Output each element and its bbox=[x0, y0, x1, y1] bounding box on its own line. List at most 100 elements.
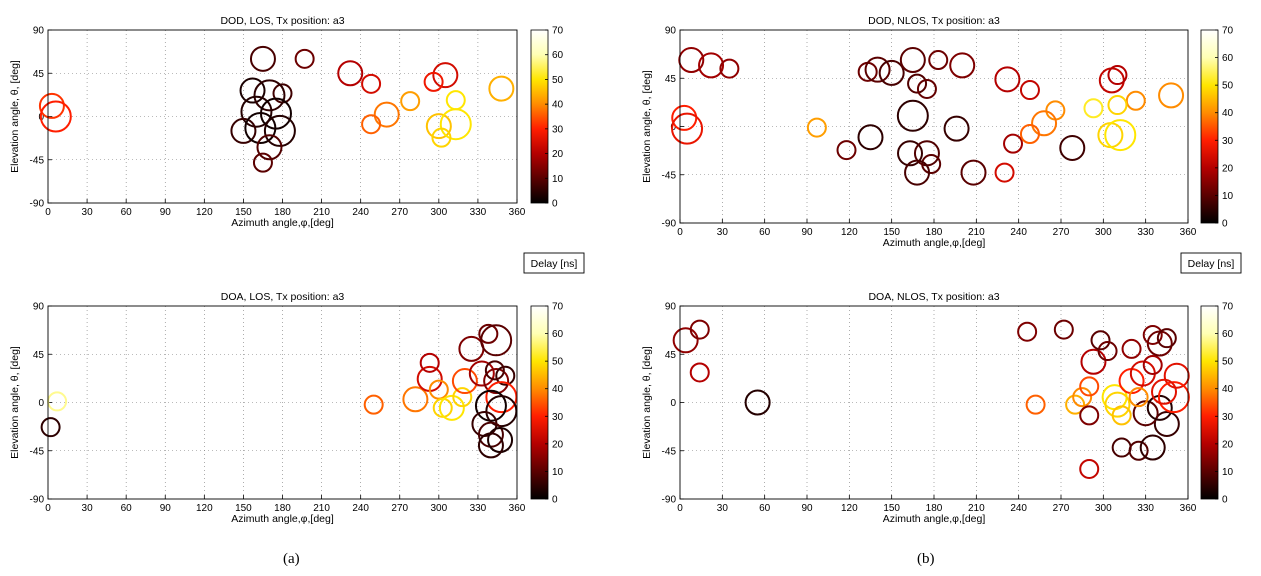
data-point bbox=[1104, 391, 1131, 418]
colorbar-tick-label: 10 bbox=[1222, 191, 1234, 202]
colorbar-tick-label: 50 bbox=[552, 357, 564, 368]
colorbar-tick-label: 50 bbox=[1222, 357, 1234, 368]
colorbar-tick-label: 0 bbox=[1222, 219, 1228, 230]
data-point bbox=[230, 117, 257, 144]
data-point bbox=[1163, 362, 1190, 389]
x-tick-label: 30 bbox=[82, 503, 94, 514]
subcaption-a: (a) bbox=[283, 551, 300, 567]
data-point bbox=[40, 417, 61, 438]
x-tick-label: 90 bbox=[160, 503, 172, 514]
colorbar-tick-label: 40 bbox=[552, 384, 564, 395]
delay-label-box bbox=[523, 252, 585, 274]
y-tick-label: 90 bbox=[665, 26, 677, 37]
data-point bbox=[428, 379, 449, 400]
data-point bbox=[438, 394, 465, 421]
x-tick-label: 300 bbox=[1095, 227, 1112, 238]
data-point bbox=[672, 327, 699, 354]
colorbar-tick-label: 70 bbox=[1222, 26, 1234, 37]
x-tick-label: 120 bbox=[196, 207, 213, 218]
colorbar-tick-label: 40 bbox=[552, 100, 564, 111]
data-point bbox=[39, 100, 72, 133]
data-point bbox=[425, 113, 452, 140]
data-point bbox=[1065, 394, 1086, 415]
data-point bbox=[1017, 321, 1038, 342]
y-axis-label: Elevation angle, θ, [deg] bbox=[641, 70, 653, 183]
data-point bbox=[337, 60, 364, 87]
x-tick-label: 90 bbox=[801, 503, 813, 514]
colorbar bbox=[530, 29, 549, 204]
y-tick-label: -90 bbox=[662, 219, 677, 230]
data-point bbox=[263, 114, 296, 147]
data-point bbox=[1104, 119, 1137, 152]
chart-panel-4: 0 30 60 90 120 150 180 210 240 270 300 330 36090450-… bbox=[641, 291, 1234, 525]
y-tick-label: 0 bbox=[38, 398, 44, 409]
data-point bbox=[483, 368, 510, 395]
y-tick-label: 0 bbox=[670, 398, 676, 409]
data-point bbox=[373, 101, 400, 128]
x-tick-label: 120 bbox=[196, 503, 213, 514]
data-point bbox=[1079, 376, 1100, 397]
x-tick-label: 240 bbox=[1010, 227, 1027, 238]
data-point bbox=[864, 56, 891, 83]
data-point bbox=[484, 360, 505, 381]
data-point bbox=[1003, 133, 1024, 154]
y-tick-label: 90 bbox=[33, 302, 45, 313]
colorbar-tick-label: 20 bbox=[1222, 439, 1234, 450]
x-tick-label: 240 bbox=[352, 207, 369, 218]
x-tick-label: 90 bbox=[801, 227, 813, 238]
data-point bbox=[806, 117, 827, 138]
data-point bbox=[916, 78, 937, 99]
colorbar-tick-label: 60 bbox=[1222, 53, 1234, 64]
x-tick-label: 60 bbox=[759, 227, 771, 238]
x-tick-label: 150 bbox=[883, 227, 900, 238]
data-point bbox=[1019, 80, 1040, 101]
data-point bbox=[1031, 110, 1058, 137]
colorbar-tick-label: 60 bbox=[552, 50, 564, 61]
colorbar bbox=[530, 305, 549, 500]
data-point bbox=[1107, 95, 1128, 116]
data-point bbox=[719, 58, 740, 79]
plot-frame bbox=[47, 305, 518, 500]
data-point bbox=[294, 48, 315, 69]
x-tick-label: 30 bbox=[717, 227, 729, 238]
chart-title: DOD, LOS, Tx position: a3 bbox=[220, 15, 344, 27]
x-tick-label: 360 bbox=[509, 207, 526, 218]
colorbar-tick-label: 10 bbox=[552, 174, 564, 185]
data-point bbox=[1128, 387, 1149, 408]
data-point bbox=[477, 432, 504, 459]
plot-frame bbox=[47, 29, 518, 204]
data-point bbox=[431, 127, 452, 148]
y-tick-label: -45 bbox=[30, 446, 45, 457]
data-point bbox=[1079, 405, 1100, 426]
data-point bbox=[432, 62, 459, 89]
y-axis-label: Elevation angle, θ, [deg] bbox=[9, 346, 21, 459]
data-point bbox=[1079, 458, 1100, 479]
x-tick-label: 180 bbox=[274, 503, 291, 514]
data-point bbox=[485, 395, 518, 428]
colorbar-tick-label: 0 bbox=[552, 495, 558, 506]
data-point bbox=[1158, 82, 1185, 109]
data-point bbox=[1151, 378, 1178, 405]
y-tick-label: 45 bbox=[665, 350, 677, 361]
x-tick-label: 240 bbox=[1010, 503, 1027, 514]
data-point bbox=[363, 394, 384, 415]
data-point bbox=[1142, 324, 1163, 345]
data-point bbox=[240, 95, 273, 128]
x-tick-label: 360 bbox=[1180, 227, 1197, 238]
colorbar bbox=[1200, 29, 1219, 224]
data-point bbox=[836, 140, 857, 161]
data-point bbox=[744, 389, 771, 416]
data-point bbox=[921, 154, 942, 175]
chart-title: DOD, NLOS, Tx position: a3 bbox=[868, 15, 1000, 27]
x-tick-label: 240 bbox=[352, 503, 369, 514]
x-tick-label: 0 bbox=[45, 503, 51, 514]
data-point bbox=[994, 66, 1021, 93]
x-tick-label: 300 bbox=[1095, 503, 1112, 514]
data-point bbox=[1097, 341, 1118, 362]
data-point bbox=[928, 50, 949, 71]
y-axis-label: Elevation angle, θ, [deg] bbox=[641, 346, 653, 459]
data-point bbox=[857, 124, 884, 151]
x-tick-label: 60 bbox=[759, 503, 771, 514]
colorbar-tick-label: 30 bbox=[552, 124, 564, 135]
x-tick-label: 0 bbox=[45, 207, 51, 218]
